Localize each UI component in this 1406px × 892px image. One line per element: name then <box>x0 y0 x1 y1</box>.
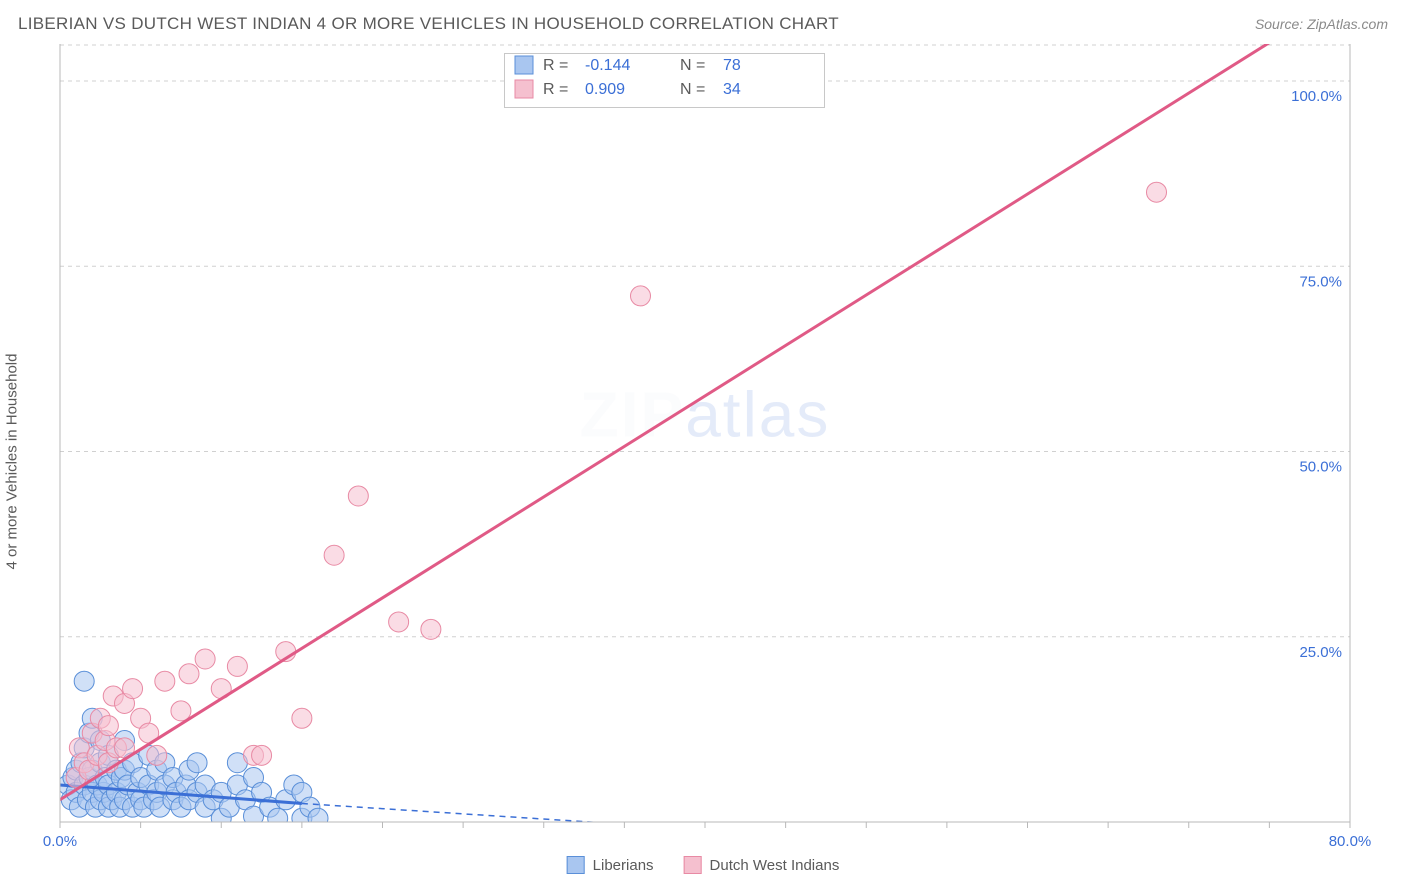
x-tick-label: 0.0% <box>43 833 77 850</box>
series-legend: Liberians Dutch West Indians <box>567 856 840 874</box>
stat-r-label: R = <box>543 81 568 98</box>
x-tick-label: 80.0% <box>1329 833 1372 850</box>
scatter-point <box>292 708 312 728</box>
stat-n-label: N = <box>680 81 705 98</box>
scatter-point <box>74 671 94 691</box>
scatter-point <box>421 619 441 639</box>
chart-title: LIBERIAN VS DUTCH WEST INDIAN 4 OR MORE … <box>18 14 839 34</box>
stat-r-label: R = <box>543 57 568 74</box>
chart-container: 4 or more Vehicles in Household ZIPatlas… <box>18 44 1388 862</box>
y-tick-label: 75.0% <box>1299 273 1342 290</box>
scatter-point <box>179 664 199 684</box>
legend-swatch <box>515 56 533 74</box>
scatter-chart: ZIPatlas 25.0% 50.0% 75.0% 100.0% 0.0% 80.0% R … <box>18 44 1388 862</box>
scatter-point <box>123 679 143 699</box>
scatter-point <box>98 716 118 736</box>
legend-item: Dutch West Indians <box>684 856 840 874</box>
stat-r-value: -0.144 <box>585 57 630 74</box>
scatter-point <box>308 808 328 828</box>
svg-text:ZIPatlas: ZIPatlas <box>580 379 831 451</box>
scatter-point <box>187 753 207 773</box>
legend-item: Liberians <box>567 856 654 874</box>
y-tick-label: 50.0% <box>1299 459 1342 476</box>
legend-swatch <box>567 856 585 874</box>
stat-n-label: N = <box>680 57 705 74</box>
scatter-point <box>348 486 368 506</box>
scatter-point <box>631 286 651 306</box>
legend-label: Dutch West Indians <box>710 857 840 874</box>
y-tick-label: 25.0% <box>1299 644 1342 661</box>
stat-r-value: 0.909 <box>585 81 625 98</box>
stat-n-value: 78 <box>723 57 741 74</box>
legend-swatch <box>515 80 533 98</box>
header: LIBERIAN VS DUTCH WEST INDIAN 4 OR MORE … <box>0 0 1406 44</box>
y-tick-label: 100.0% <box>1291 88 1342 105</box>
scatter-point <box>171 701 191 721</box>
stat-n-value: 34 <box>723 81 741 98</box>
scatter-point <box>268 808 288 828</box>
scatter-point <box>195 649 215 669</box>
scatter-point <box>155 671 175 691</box>
legend-swatch <box>684 856 702 874</box>
scatter-point <box>227 656 247 676</box>
scatter-point <box>147 745 167 765</box>
scatter-point <box>1147 182 1167 202</box>
scatter-point <box>252 745 272 765</box>
legend-label: Liberians <box>593 857 654 874</box>
trend-line-dash <box>302 803 705 829</box>
scatter-point <box>389 612 409 632</box>
scatter-point <box>324 545 344 565</box>
source-label: Source: ZipAtlas.com <box>1255 16 1388 32</box>
y-axis-label: 4 or more Vehicles in Household <box>4 354 21 570</box>
